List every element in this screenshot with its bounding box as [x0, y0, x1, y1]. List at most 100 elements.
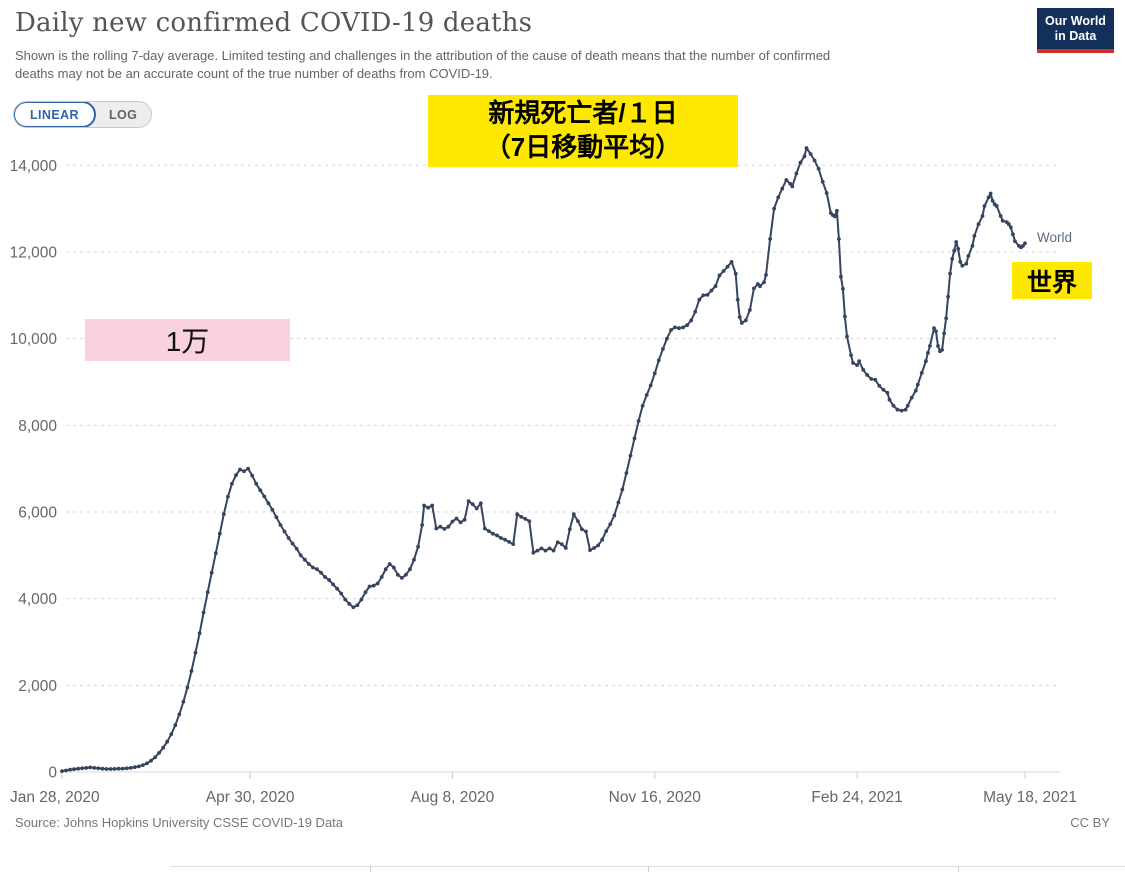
- y-axis-label: 4,000: [18, 591, 57, 608]
- data-point-marker: [788, 182, 793, 186]
- data-point-marker: [335, 586, 339, 591]
- data-point-marker: [422, 503, 426, 508]
- data-point-marker: [266, 501, 271, 506]
- data-point-marker: [454, 516, 459, 521]
- data-point-marker: [954, 240, 959, 244]
- data-point-marker: [499, 536, 503, 540]
- entity-table-divider: [648, 866, 649, 872]
- data-point-marker: [209, 570, 214, 575]
- data-point-marker: [580, 527, 584, 532]
- data-point-marker: [400, 576, 404, 580]
- data-point-marker: [88, 765, 93, 770]
- data-point-marker: [776, 195, 781, 200]
- data-point-marker: [689, 318, 694, 323]
- data-point-marker: [624, 471, 629, 475]
- data-point-marker: [998, 214, 1003, 218]
- data-point-marker: [835, 208, 839, 213]
- data-point-marker: [802, 154, 807, 159]
- data-point-marker: [226, 494, 230, 499]
- data-point-marker: [748, 308, 752, 312]
- data-point-marker: [628, 453, 633, 458]
- data-point-marker: [173, 723, 178, 728]
- data-point-marker: [274, 515, 279, 520]
- data-point-marker: [616, 500, 621, 505]
- data-point-marker: [861, 367, 866, 372]
- data-point-marker: [768, 237, 772, 241]
- data-point-marker: [636, 419, 641, 423]
- data-point-marker: [442, 527, 447, 531]
- data-point-marker: [936, 344, 940, 348]
- x-axis-label: Aug 8, 2020: [411, 789, 495, 806]
- data-point-marker: [952, 248, 957, 253]
- data-point-marker: [416, 544, 420, 549]
- data-point-marker: [966, 254, 971, 258]
- data-point-marker: [302, 557, 307, 562]
- data-point-marker: [315, 567, 319, 572]
- data-point-marker: [980, 214, 985, 218]
- y-axis-label: 0: [48, 765, 57, 782]
- data-point-marker: [323, 575, 327, 579]
- data-point-marker: [298, 553, 303, 558]
- data-point-marker: [798, 160, 803, 165]
- data-point-marker: [290, 541, 295, 546]
- data-point-marker: [286, 536, 291, 540]
- chart-subtitle: Shown is the rolling 7-day average. Limi…: [15, 47, 1005, 84]
- data-point-marker: [404, 572, 408, 577]
- data-point-marker: [790, 184, 795, 189]
- data-point-marker: [367, 584, 372, 589]
- data-point-marker: [940, 348, 944, 352]
- data-point-marker: [351, 605, 356, 610]
- data-point-marker: [258, 488, 263, 493]
- data-point-marker: [990, 198, 995, 203]
- log-button[interactable]: LOG: [108, 107, 138, 122]
- data-point-marker: [1023, 241, 1027, 246]
- data-point-marker: [495, 533, 499, 538]
- data-point-marker: [926, 351, 930, 355]
- data-point-marker: [851, 361, 855, 365]
- data-point-marker: [661, 347, 665, 351]
- data-point-marker: [391, 565, 396, 570]
- linear-button[interactable]: LINEAR: [14, 102, 96, 127]
- data-point-marker: [128, 766, 133, 770]
- data-point-marker: [994, 204, 999, 208]
- data-point-marker: [551, 548, 556, 553]
- data-point-marker: [1000, 218, 1005, 223]
- data-point-marker: [919, 371, 924, 375]
- x-axis-label: Jan 28, 2020: [10, 789, 100, 806]
- y-axis-label: 8,000: [18, 418, 57, 435]
- data-point-marker: [905, 403, 910, 408]
- world-series-line[interactable]: [61, 147, 1026, 773]
- data-point-marker: [608, 522, 613, 526]
- data-point-marker: [531, 550, 536, 555]
- data-point-marker: [262, 494, 267, 499]
- data-point-marker: [331, 582, 335, 587]
- annotation-world-japanese: 世界: [1012, 262, 1092, 299]
- data-point-marker: [64, 768, 68, 773]
- owid-logo[interactable]: Our World in Data: [1037, 8, 1114, 53]
- data-point-marker: [958, 260, 963, 264]
- data-point-marker: [466, 499, 471, 504]
- y-axis-label: 6,000: [18, 504, 57, 521]
- data-point-marker: [278, 523, 283, 527]
- data-point-marker: [169, 732, 174, 737]
- x-axis-label: Feb 24, 2021: [811, 789, 902, 806]
- data-point-marker: [652, 371, 657, 376]
- data-point-marker: [764, 273, 768, 277]
- data-point-marker: [709, 288, 714, 293]
- data-point-marker: [387, 562, 392, 566]
- data-point-marker: [640, 403, 645, 408]
- data-point-marker: [319, 570, 323, 575]
- data-point-marker: [891, 403, 896, 408]
- data-point-marker: [869, 377, 874, 381]
- data-point-marker: [234, 473, 238, 478]
- data-point-marker: [507, 540, 511, 544]
- data-point-marker: [721, 269, 726, 273]
- data-point-marker: [772, 206, 776, 211]
- owid-logo-line2: in Data: [1054, 28, 1097, 43]
- data-point-marker: [592, 546, 596, 550]
- page-title: Daily new confirmed COVID-19 deaths: [15, 8, 533, 38]
- data-point-marker: [685, 323, 689, 328]
- data-point-marker: [470, 502, 475, 507]
- data-point-marker: [705, 293, 710, 297]
